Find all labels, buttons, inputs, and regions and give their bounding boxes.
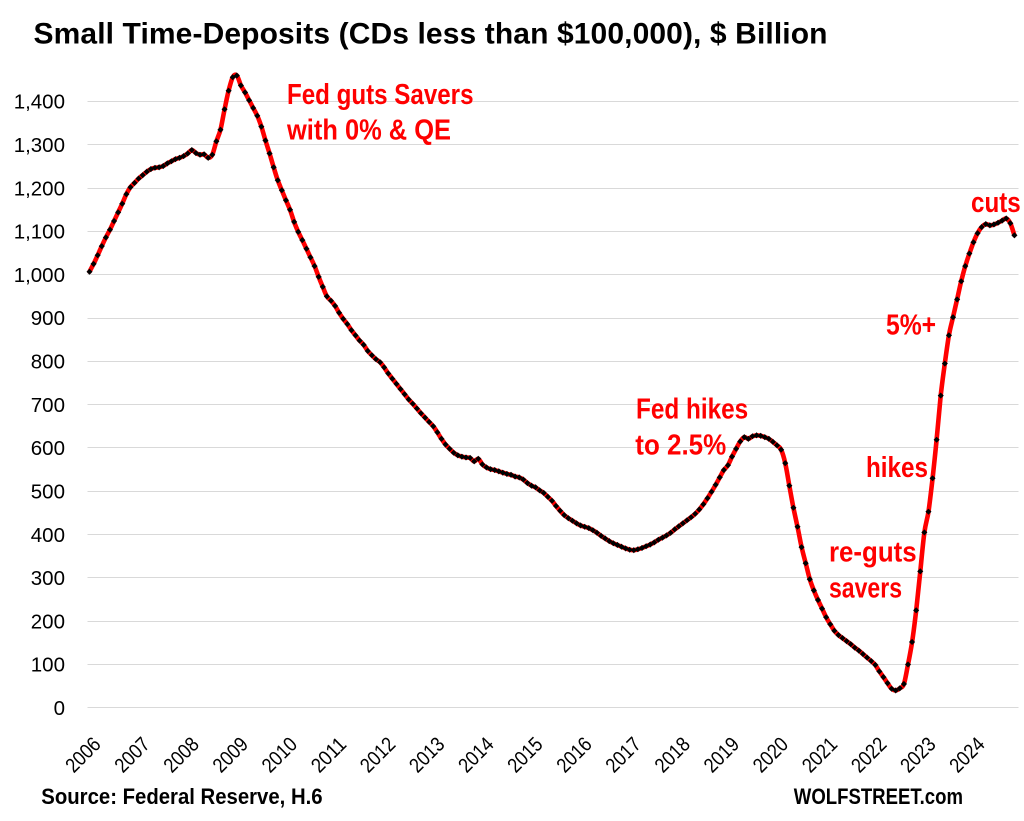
svg-text:2021: 2021 <box>798 733 843 778</box>
svg-text:2017: 2017 <box>601 733 646 778</box>
svg-text:2011: 2011 <box>307 733 352 778</box>
svg-text:WOLFSTREET.com: WOLFSTREET.com <box>794 784 963 809</box>
svg-text:2016: 2016 <box>552 733 597 778</box>
svg-text:2024: 2024 <box>945 733 990 778</box>
svg-text:200: 200 <box>31 610 65 633</box>
svg-text:Fed hikes: Fed hikes <box>636 393 748 425</box>
svg-text:1,000: 1,000 <box>14 264 65 287</box>
svg-text:300: 300 <box>31 567 65 590</box>
svg-text:2013: 2013 <box>405 733 450 778</box>
svg-text:to 2.5%: to 2.5% <box>635 429 726 461</box>
svg-text:2012: 2012 <box>356 733 401 778</box>
svg-text:hikes: hikes <box>866 452 928 484</box>
svg-text:savers: savers <box>829 573 902 605</box>
svg-text:cuts: cuts <box>971 187 1021 219</box>
svg-text:2018: 2018 <box>650 733 695 778</box>
svg-text:800: 800 <box>31 351 65 374</box>
svg-text:900: 900 <box>31 307 65 330</box>
svg-text:2009: 2009 <box>208 733 253 778</box>
svg-text:0: 0 <box>54 697 65 720</box>
svg-text:1,400: 1,400 <box>14 91 65 114</box>
svg-text:2008: 2008 <box>159 733 204 778</box>
svg-text:re-guts: re-guts <box>829 537 917 569</box>
svg-text:2023: 2023 <box>896 733 941 778</box>
svg-text:2007: 2007 <box>110 733 155 778</box>
svg-text:1,300: 1,300 <box>14 134 65 157</box>
svg-text:2015: 2015 <box>503 733 548 778</box>
svg-text:1,100: 1,100 <box>14 221 65 244</box>
svg-text:100: 100 <box>31 654 65 677</box>
svg-text:2006: 2006 <box>61 733 106 778</box>
svg-text:2022: 2022 <box>847 733 892 778</box>
svg-text:700: 700 <box>31 394 65 417</box>
svg-text:500: 500 <box>31 481 65 504</box>
svg-text:1,200: 1,200 <box>14 177 65 200</box>
svg-text:2020: 2020 <box>748 733 793 778</box>
svg-text:400: 400 <box>31 524 65 547</box>
svg-text:with 0% & QE: with 0% & QE <box>286 114 451 146</box>
svg-text:600: 600 <box>31 437 65 460</box>
svg-text:Fed guts Savers: Fed guts Savers <box>287 79 474 111</box>
svg-text:Source: Federal Reserve, H.6: Source: Federal Reserve, H.6 <box>41 784 322 809</box>
svg-text:5%+: 5%+ <box>886 310 936 342</box>
svg-text:2014: 2014 <box>454 733 499 778</box>
svg-text:2010: 2010 <box>257 733 302 778</box>
svg-text:Small Time-Deposits (CDs less: Small Time-Deposits (CDs less than $100,… <box>34 18 828 51</box>
svg-text:2019: 2019 <box>699 733 744 778</box>
